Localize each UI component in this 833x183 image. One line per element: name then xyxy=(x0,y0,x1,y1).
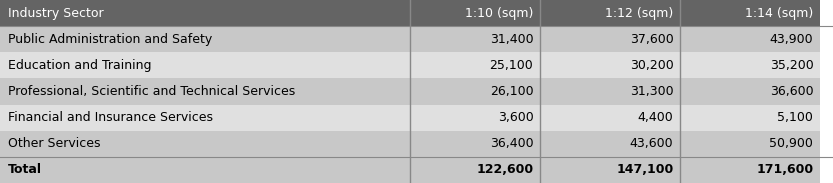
Text: 1:14 (sqm): 1:14 (sqm) xyxy=(745,7,813,20)
Text: Industry Sector: Industry Sector xyxy=(8,7,104,20)
Text: 5,100: 5,100 xyxy=(777,111,813,124)
Bar xyxy=(680,26,820,52)
Text: 36,400: 36,400 xyxy=(490,137,533,150)
Text: 147,100: 147,100 xyxy=(616,163,673,176)
Bar xyxy=(410,79,540,104)
Bar xyxy=(540,131,680,157)
Text: 25,100: 25,100 xyxy=(490,59,533,72)
Bar xyxy=(680,157,820,183)
Bar xyxy=(0,52,410,79)
Bar xyxy=(410,0,540,26)
Text: 122,600: 122,600 xyxy=(476,163,533,176)
Bar xyxy=(540,79,680,104)
Text: 1:10 (sqm): 1:10 (sqm) xyxy=(465,7,533,20)
Bar xyxy=(0,131,410,157)
Text: 43,900: 43,900 xyxy=(770,33,813,46)
Text: 31,300: 31,300 xyxy=(630,85,673,98)
Text: 30,200: 30,200 xyxy=(630,59,673,72)
Text: Professional, Scientific and Technical Services: Professional, Scientific and Technical S… xyxy=(8,85,296,98)
Bar xyxy=(0,26,410,52)
Text: 35,200: 35,200 xyxy=(770,59,813,72)
Bar xyxy=(0,104,410,131)
Bar xyxy=(0,79,410,104)
Text: 3,600: 3,600 xyxy=(497,111,533,124)
Bar xyxy=(680,131,820,157)
Text: Total: Total xyxy=(8,163,42,176)
Bar xyxy=(680,0,820,26)
Text: 43,600: 43,600 xyxy=(630,137,673,150)
Bar xyxy=(680,79,820,104)
Text: 4,400: 4,400 xyxy=(637,111,673,124)
Bar xyxy=(680,52,820,79)
Text: Education and Training: Education and Training xyxy=(8,59,152,72)
Bar xyxy=(0,0,410,26)
Text: Financial and Insurance Services: Financial and Insurance Services xyxy=(8,111,213,124)
Bar xyxy=(410,131,540,157)
Bar xyxy=(410,104,540,131)
Text: 1:12 (sqm): 1:12 (sqm) xyxy=(605,7,673,20)
Bar xyxy=(410,26,540,52)
Bar xyxy=(410,52,540,79)
Text: Public Administration and Safety: Public Administration and Safety xyxy=(8,33,212,46)
Text: 50,900: 50,900 xyxy=(770,137,813,150)
Text: Other Services: Other Services xyxy=(8,137,101,150)
Text: 26,100: 26,100 xyxy=(490,85,533,98)
Text: 36,600: 36,600 xyxy=(770,85,813,98)
Bar xyxy=(410,157,540,183)
Text: 37,600: 37,600 xyxy=(630,33,673,46)
Bar xyxy=(540,157,680,183)
Bar xyxy=(680,104,820,131)
Bar xyxy=(540,52,680,79)
Bar xyxy=(540,26,680,52)
Text: 31,400: 31,400 xyxy=(490,33,533,46)
Bar xyxy=(540,104,680,131)
Text: 171,600: 171,600 xyxy=(756,163,813,176)
Bar xyxy=(540,0,680,26)
Bar xyxy=(0,157,410,183)
